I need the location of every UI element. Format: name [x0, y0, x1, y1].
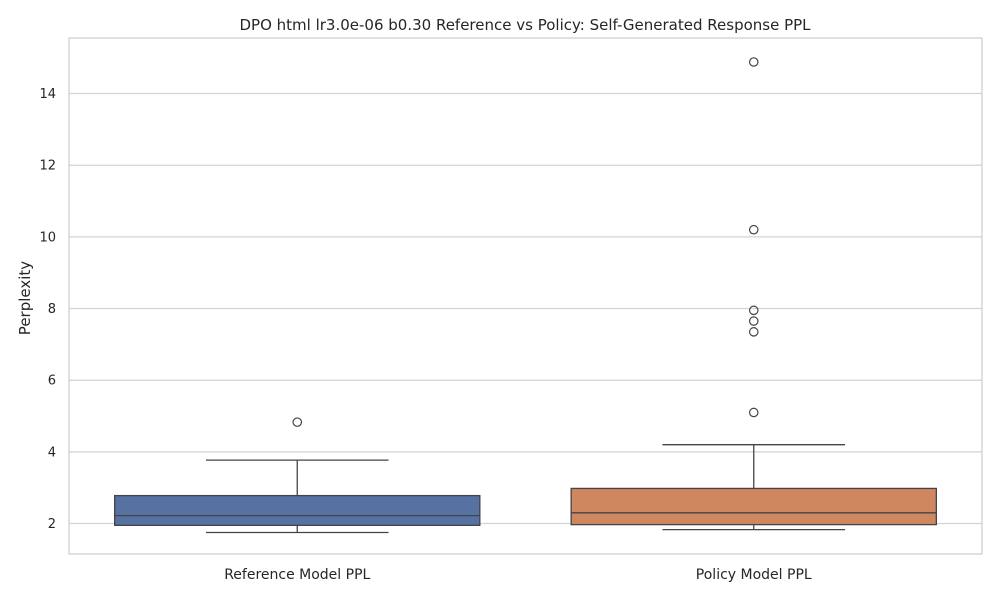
outlier-point	[748, 327, 759, 337]
y-axis-label: Perplexity	[16, 261, 34, 335]
outlier-point	[292, 417, 303, 427]
outlier-point	[748, 57, 759, 67]
box-group	[570, 57, 938, 531]
plot-frame	[68, 37, 983, 555]
outlier-point	[748, 316, 759, 326]
y-tick-label: 6	[48, 374, 56, 389]
chart-title: DPO html lr3.0e-06 b0.30 Reference vs Po…	[239, 16, 811, 34]
x-category-label: Reference Model PPL	[224, 567, 370, 583]
y-tick-label: 14	[39, 87, 56, 102]
category-label-layer: Reference Model PPL Policy Model PPL	[224, 567, 812, 583]
y-tick-layer: 2 4 6 8 10 12 14	[39, 87, 56, 532]
y-tick-label: 4	[48, 445, 56, 460]
y-tick-label: 2	[48, 517, 56, 532]
box-layer	[114, 57, 938, 534]
outlier-point	[748, 407, 759, 418]
box-group	[114, 417, 481, 534]
x-category-label: Policy Model PPL	[696, 567, 812, 583]
y-tick-label: 10	[39, 230, 56, 245]
outlier-point	[748, 305, 759, 316]
iqr-box	[114, 494, 481, 526]
y-tick-label: 12	[39, 159, 56, 174]
y-tick-label: 8	[48, 302, 56, 317]
iqr-box	[570, 487, 938, 526]
outlier-point	[748, 224, 759, 235]
